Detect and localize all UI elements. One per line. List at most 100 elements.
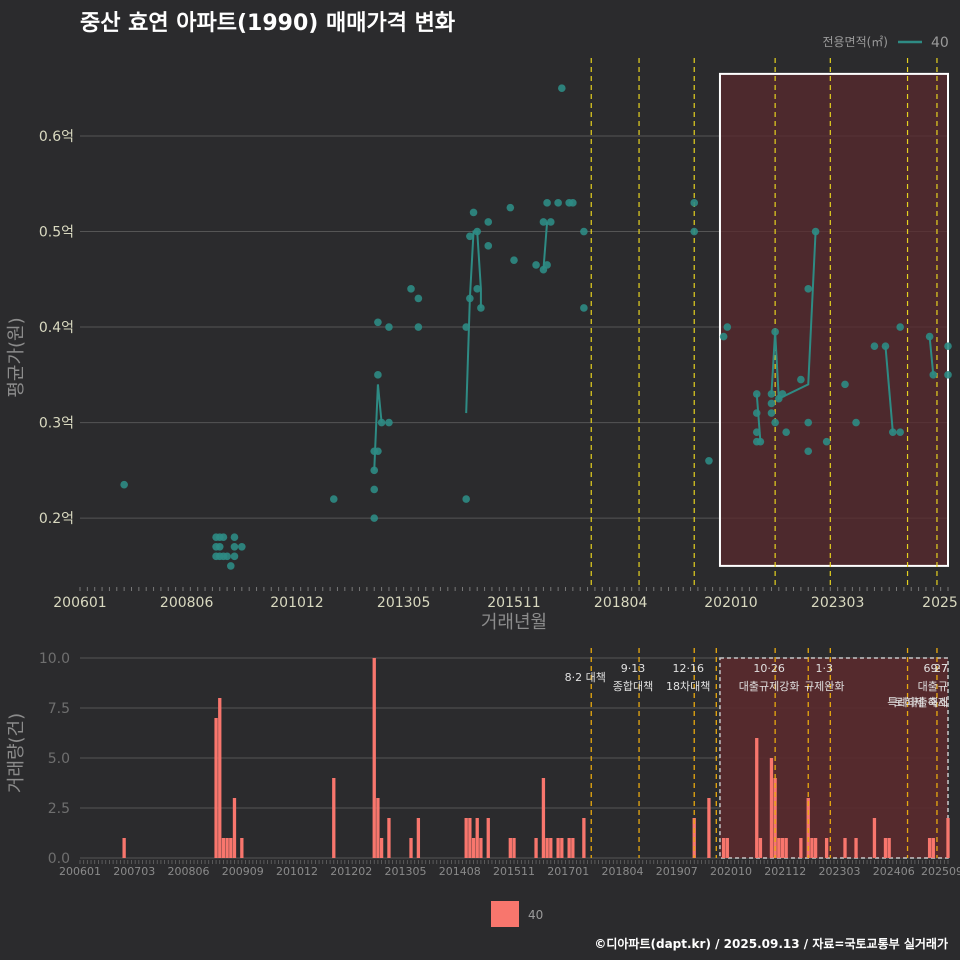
data-point [219, 533, 228, 542]
x-tick-label: 201012 [276, 865, 318, 878]
volume-bar [464, 818, 468, 858]
volume-plot: 0.0 2.5 5.0 7.5 10.0 200601 200703 200806 200909… [6, 648, 960, 927]
volume-bar [567, 838, 571, 858]
data-point [804, 447, 813, 456]
volume-bar [534, 838, 538, 858]
y-tick-label: 0.6억 [39, 129, 74, 145]
data-point [462, 323, 470, 331]
data-point [705, 457, 713, 465]
data-point [377, 418, 386, 427]
volume-bar [773, 778, 777, 858]
data-point [473, 227, 482, 236]
data-point [752, 390, 761, 398]
data-point [466, 232, 474, 241]
x-tick-label: 201511 [487, 595, 540, 611]
volume-bar [755, 738, 759, 858]
x-tick-label: 201701 [547, 865, 589, 878]
volume-bar [376, 798, 380, 858]
data-point [414, 294, 423, 303]
y-tick-label: 0.4억 [39, 320, 74, 336]
y-axis-label: 평균가(원) [6, 317, 27, 397]
volume-bar [214, 718, 218, 858]
volume-bar [229, 838, 233, 858]
volume-bar [725, 838, 729, 858]
data-point [896, 428, 904, 436]
legend-title: 전용면적(㎡) [822, 35, 888, 49]
data-point [723, 323, 732, 331]
annotation-text: 토허제 해제 [894, 695, 948, 709]
volume-bar [799, 838, 803, 858]
data-point [226, 562, 235, 570]
volume-bar [887, 838, 891, 858]
volume-bar [843, 838, 847, 858]
x-tick-label: 200806 [168, 865, 210, 878]
data-point [756, 437, 765, 446]
legend-swatch [491, 901, 519, 927]
data-point [374, 318, 382, 327]
data-point [543, 261, 551, 269]
volume-bar [571, 838, 575, 858]
footer-credit: ©디아파트(dapt.kr) / 2025.09.13 / 자료=국토교통부 실… [594, 936, 948, 951]
data-point [797, 375, 805, 384]
data-point [771, 328, 779, 336]
x-tick-label: 201012 [270, 595, 323, 611]
y-tick-label: 0.0 [48, 851, 70, 867]
volume-bar [758, 838, 763, 858]
y-tick-label: 0.5억 [39, 225, 74, 241]
x-tick-label: 202406 [873, 865, 915, 878]
volume-bar [556, 838, 560, 858]
y-tick-label: 2.5 [48, 801, 70, 817]
volume-bar [218, 698, 222, 858]
data-point [580, 304, 588, 312]
data-point [370, 514, 379, 522]
volume-bar [883, 838, 888, 858]
annotation-date: 9·13 [621, 662, 646, 675]
data-point [407, 285, 415, 293]
volume-bar [387, 818, 391, 858]
data-point [466, 294, 474, 303]
x-tick-label: 201202 [330, 865, 372, 878]
data-point [767, 399, 776, 408]
volume-bar [707, 798, 711, 858]
x-tick-label: 201804 [602, 865, 644, 878]
volume-bar [541, 778, 546, 858]
y-tick-label: 7.5 [48, 701, 70, 717]
volume-bar [582, 818, 586, 858]
volume-bar [471, 838, 476, 858]
annotation-date: 10·26 [753, 662, 785, 675]
volume-bar [486, 818, 490, 858]
data-point [782, 428, 790, 436]
series-line [928, 336, 935, 375]
volume-bar [854, 838, 858, 858]
data-point [925, 332, 934, 341]
y-tick-label: 0.2억 [39, 511, 74, 527]
data-point [569, 199, 577, 207]
data-point [558, 84, 566, 93]
data-point [120, 480, 128, 489]
volume-bar [545, 838, 549, 858]
data-point [690, 227, 699, 236]
x-tick-label: 202303 [811, 595, 864, 611]
volume-bar [225, 838, 229, 858]
data-point [477, 304, 485, 312]
x-tick-label: 2025 [922, 595, 958, 611]
data-point [841, 380, 849, 389]
annotation-date: 1·3 [816, 662, 834, 675]
y-tick-label: 10.0 [39, 651, 70, 667]
data-point [532, 261, 540, 269]
data-point [462, 495, 470, 503]
data-point [580, 227, 588, 236]
legend-label: 40 [528, 908, 543, 922]
x-tick-label: 201804 [594, 595, 648, 611]
volume-bar [379, 838, 384, 858]
volume-bar [946, 818, 950, 858]
volume-bar [810, 838, 814, 858]
highlight-region [718, 72, 950, 567]
volume-bar [780, 838, 785, 858]
volume-bar [468, 818, 472, 858]
volume-bar [549, 838, 553, 858]
annotation-text: 종합대책 [613, 680, 653, 693]
x-tick-label: 201511 [493, 865, 535, 878]
data-point [230, 552, 239, 561]
